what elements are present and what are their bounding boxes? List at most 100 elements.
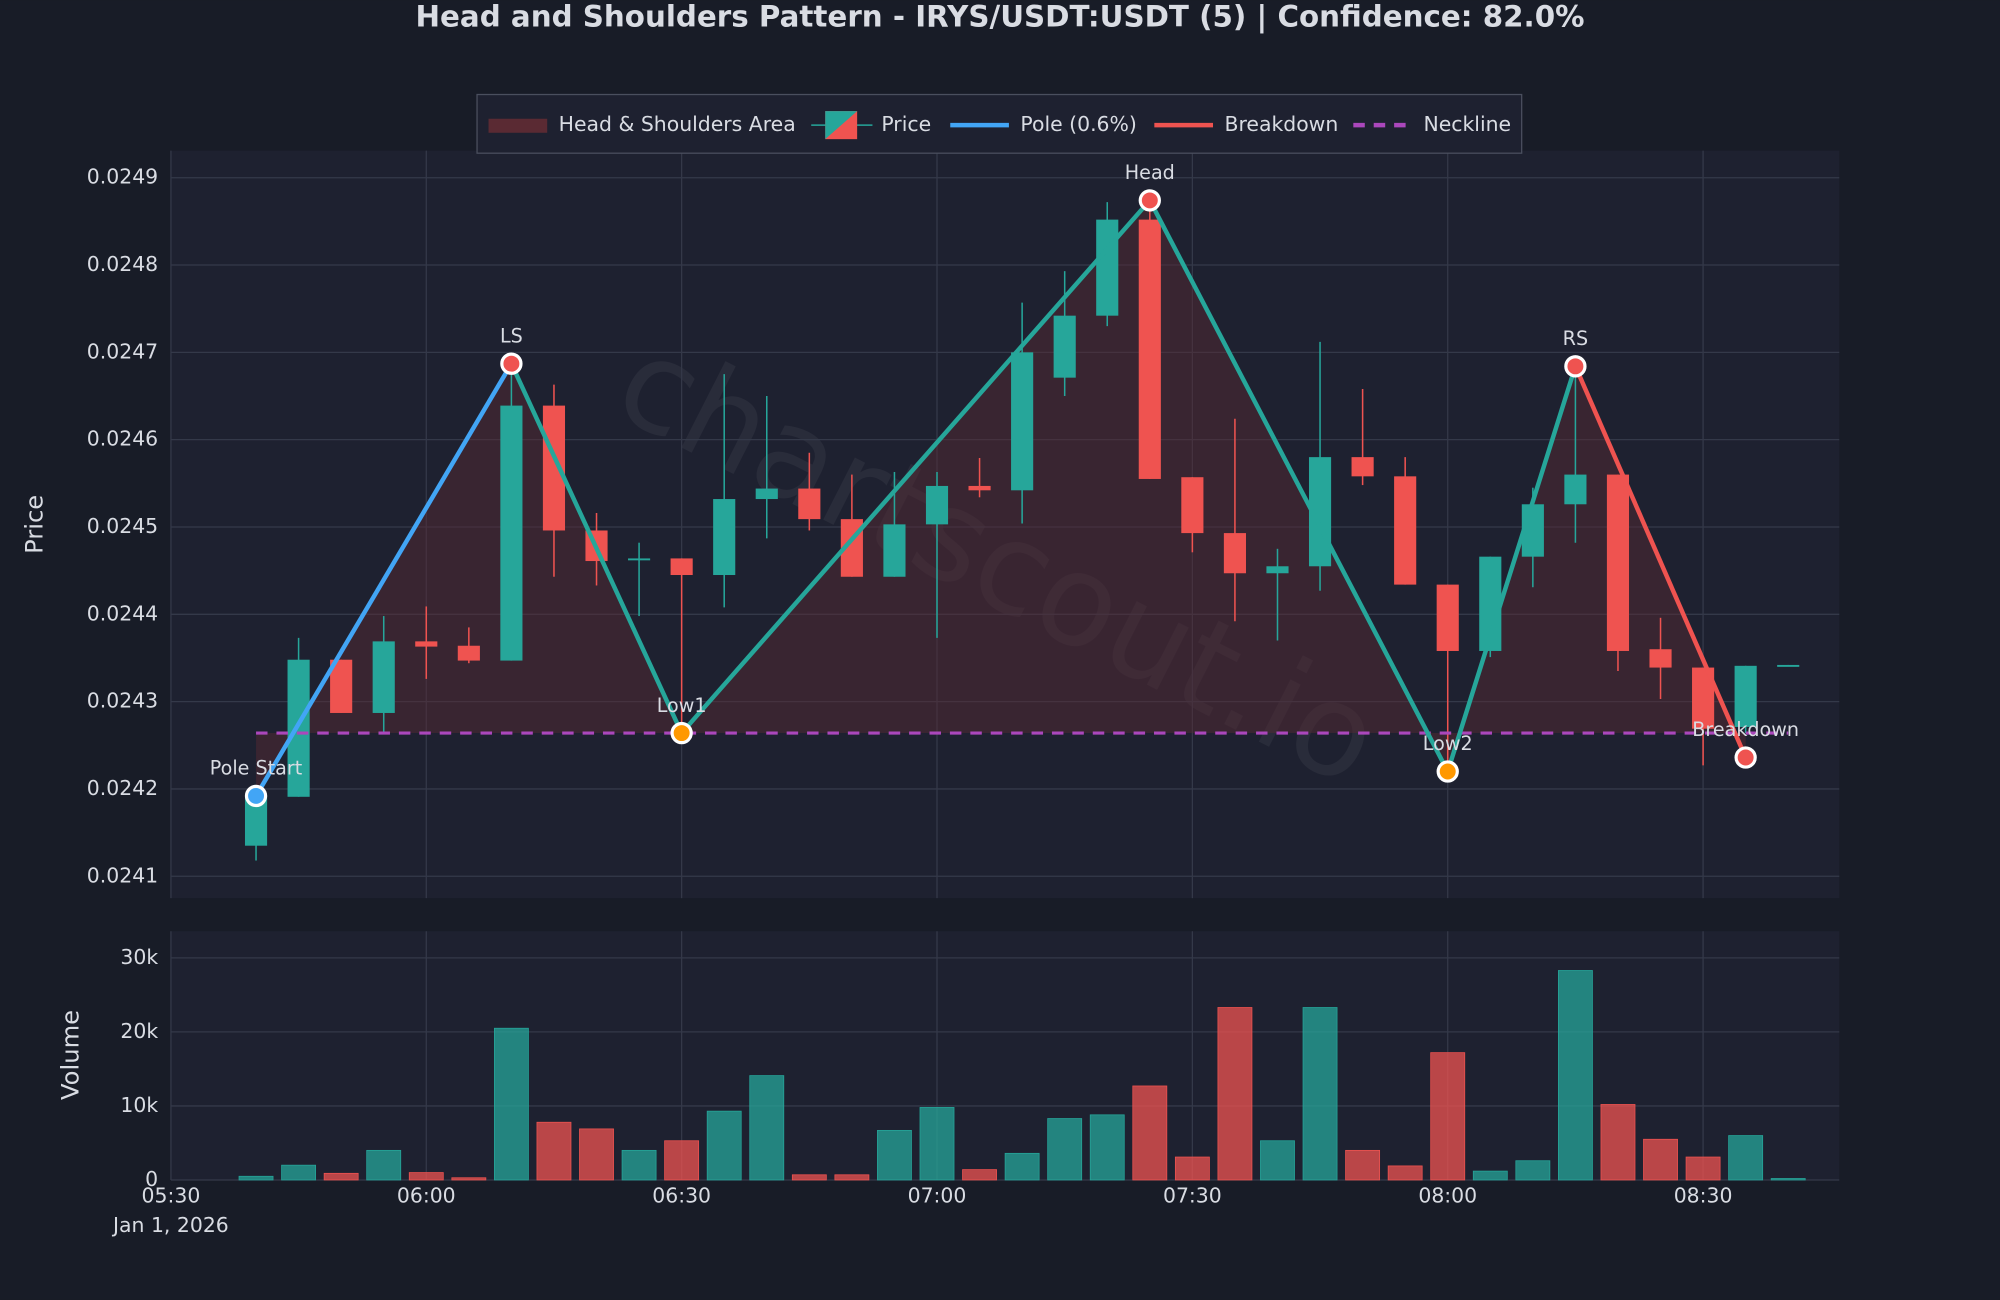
candle-body — [1138, 219, 1161, 479]
volume-bar — [1643, 1138, 1678, 1181]
volume-bar — [1728, 1135, 1764, 1181]
candle-body — [1564, 474, 1587, 505]
y-tick-label: 0 — [145, 1167, 158, 1191]
x-tick-label: 08:00 — [1418, 1184, 1477, 1208]
candle-body — [798, 488, 821, 520]
candle-body — [415, 641, 438, 647]
legend-swatch — [488, 118, 548, 133]
candle-body — [1181, 477, 1204, 534]
candle-body — [244, 795, 268, 846]
volume-bar — [1472, 1170, 1508, 1181]
volume-bar — [1515, 1160, 1551, 1181]
candle-body — [1096, 219, 1119, 316]
pole-line — [254, 362, 514, 798]
candle-body — [1266, 566, 1289, 574]
point-label: RS — [1563, 327, 1588, 350]
candle-body — [457, 645, 480, 661]
date-label: Jan 1, 2026 — [111, 1213, 229, 1237]
candle-body — [883, 524, 906, 577]
candle-body — [1479, 556, 1502, 651]
y-tick-label: 0.0245 — [87, 514, 158, 538]
volume-bar — [1558, 970, 1593, 1181]
candle-body — [1734, 665, 1757, 727]
breakdown-line — [1573, 365, 1748, 759]
volume-bar — [706, 1110, 742, 1181]
pattern-point — [670, 721, 693, 745]
volume-bar — [962, 1169, 997, 1181]
candle-body — [1649, 649, 1672, 668]
point-label: LS — [500, 324, 523, 347]
legend-label: Breakdown — [1224, 112, 1338, 136]
candle-body — [968, 485, 991, 491]
candle-body — [1223, 533, 1246, 574]
legend-label: Head & Shoulders Area — [559, 112, 796, 136]
candle-body — [500, 405, 523, 661]
volume-bar — [238, 1175, 274, 1181]
volume-bar — [1004, 1152, 1040, 1181]
y-tick-label: 20k — [120, 1019, 158, 1043]
x-tick-label: 06:30 — [652, 1184, 711, 1208]
pattern-point — [500, 352, 523, 375]
candle-body — [1394, 476, 1417, 585]
volume-bar — [1430, 1052, 1466, 1181]
candle-body — [628, 558, 651, 561]
y-tick-label: 0.0248 — [87, 252, 158, 276]
volume-bar — [1302, 1007, 1338, 1181]
volume-bar — [1089, 1114, 1125, 1181]
volume-bar — [1260, 1140, 1295, 1181]
y-tick-label: 0.0246 — [87, 427, 158, 451]
pattern-point — [244, 784, 268, 808]
volume-bar — [664, 1140, 700, 1181]
candle-body — [755, 488, 778, 500]
x-tick-label: 06:00 — [397, 1184, 456, 1208]
volume-bar — [579, 1128, 614, 1181]
volume-bar — [1387, 1165, 1423, 1181]
point-label: Low1 — [657, 694, 707, 717]
candle-body — [1436, 584, 1459, 651]
price-panel — [170, 150, 1840, 899]
y-tick-label: 10k — [120, 1093, 158, 1117]
candles — [244, 200, 1800, 861]
chart-title: Head and Shoulders Pattern - IRYS/USDT:U… — [415, 0, 1584, 34]
volume-bar — [1345, 1149, 1381, 1181]
volume-bar — [1047, 1118, 1083, 1181]
volume-bar — [451, 1177, 487, 1181]
candle-body — [713, 499, 736, 576]
volume-bar — [877, 1129, 912, 1181]
volume-bar — [1600, 1104, 1636, 1181]
y-axis-label: Price — [21, 495, 49, 554]
volume-axis-label: Volume — [56, 1010, 84, 1100]
volume-bar — [281, 1164, 317, 1181]
candle-body — [330, 659, 353, 713]
volume-bar — [1217, 1007, 1253, 1181]
y-tick-label: 0.0247 — [87, 339, 158, 363]
volume-bar — [536, 1121, 572, 1181]
point-label: Breakdown — [1692, 718, 1799, 741]
volume-bar — [791, 1174, 827, 1181]
volume-bar — [408, 1172, 444, 1181]
candle-body — [1053, 315, 1076, 378]
y-tick-label: 0.0243 — [87, 689, 158, 713]
y-tick-label: 30k — [120, 945, 158, 969]
volume-bar — [1685, 1156, 1721, 1181]
candle-body — [1351, 457, 1374, 477]
point-label: Head — [1125, 161, 1175, 184]
candle-body — [1606, 474, 1630, 651]
candle-body — [1011, 352, 1034, 491]
y-tick-label: 0.0244 — [87, 601, 158, 625]
x-tick-label: 07:00 — [908, 1184, 967, 1208]
pattern-point — [1734, 746, 1757, 769]
y-tick-label: 0.0242 — [87, 776, 158, 800]
volume-bar — [919, 1107, 955, 1181]
candle-body — [1692, 667, 1715, 729]
y-tick-label: 0.0249 — [87, 165, 158, 189]
legend-label: Neckline — [1423, 112, 1511, 136]
volume-bar — [621, 1149, 657, 1181]
x-tick-label: 05:30 — [142, 1184, 201, 1208]
volume-bar — [493, 1027, 529, 1181]
pattern-point — [1436, 760, 1459, 783]
candle-body — [542, 405, 566, 531]
y-tick-label: 0.0241 — [87, 863, 158, 887]
